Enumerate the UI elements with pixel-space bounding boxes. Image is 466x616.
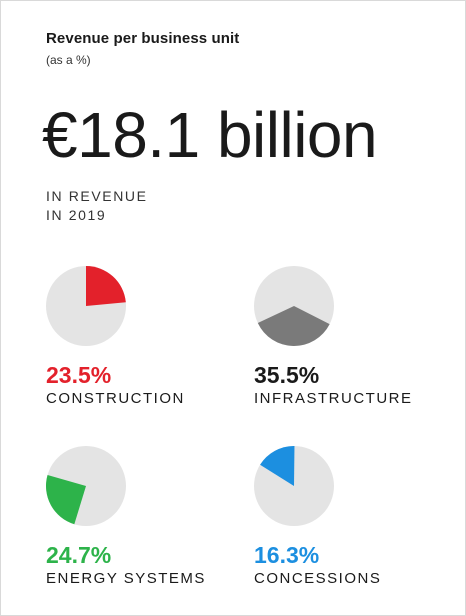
percent-construction: 23.5% (46, 362, 112, 388)
percent-concessions: 16.3% (254, 542, 320, 568)
pie-slice-energy-systems (46, 475, 86, 525)
label-concessions: CONCESSIONS (254, 570, 382, 587)
label-infrastructure: INFRASTRUCTURE (254, 390, 413, 407)
percent-energy-systems: 24.7% (46, 542, 112, 568)
unit-concessions: 16.3% CONCESSIONS (254, 446, 454, 606)
caption-line-1: IN REVENUE (46, 188, 148, 204)
pie-construction (46, 266, 126, 346)
total-revenue: €18.1 billion (42, 99, 378, 171)
unit-energy-systems: 24.7% ENERGY SYSTEMS (46, 446, 246, 606)
caption-line-2: IN 2019 (46, 207, 107, 223)
pie-energy-systems (46, 446, 126, 526)
unit-construction: 23.5% CONSTRUCTION (46, 266, 246, 426)
total-caption: IN REVENUE IN 2019 (46, 187, 148, 225)
pie-slice-concessions (260, 446, 295, 486)
pie-slice-infrastructure (257, 306, 330, 346)
pie-slice-construction (86, 266, 126, 306)
unit-infrastructure: 35.5% INFRASTRUCTURE (254, 266, 454, 426)
percent-infrastructure: 35.5% (254, 362, 320, 388)
chart-subtitle: (as a %) (46, 53, 91, 67)
pie-concessions (254, 446, 334, 526)
label-construction: CONSTRUCTION (46, 390, 185, 407)
pie-infrastructure (254, 266, 334, 346)
chart-title: Revenue per business unit (46, 30, 240, 47)
label-energy-systems: ENERGY SYSTEMS (46, 570, 206, 587)
